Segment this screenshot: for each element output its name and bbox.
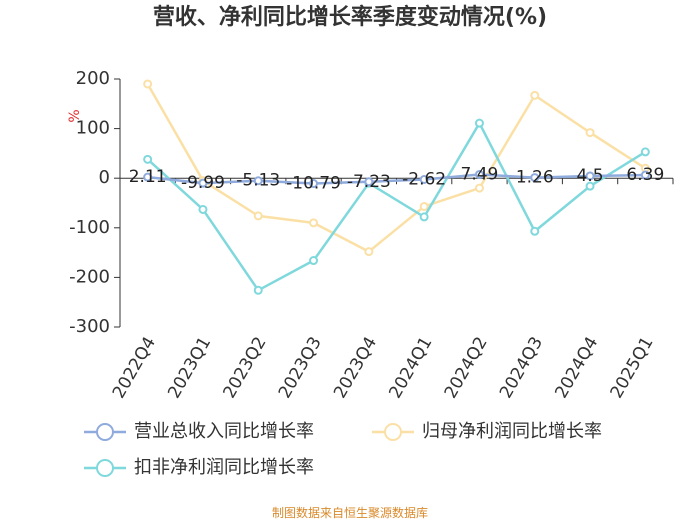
y-tick-label: -300: [69, 316, 110, 337]
legend-marker: [96, 459, 114, 477]
y-tick-label: 0: [99, 167, 110, 188]
x-tick-label: 2024Q2: [441, 334, 492, 402]
data-point: [419, 212, 429, 222]
data-label: -9.99: [181, 173, 225, 193]
data-label: 7.49: [461, 164, 499, 184]
data-point: [309, 179, 319, 189]
data-point: [143, 172, 153, 182]
legend-label: 营业总收入同比增长率: [134, 421, 314, 442]
data-label: -5.13: [236, 171, 280, 191]
y-tick-label: 100: [76, 118, 110, 139]
y-tick-label: -200: [69, 266, 110, 287]
series-line: [146, 120, 647, 292]
data-labels: 2.11 -9.99 -5.13 -10.79 -7.23 -2.62 7.49 1.26 4.…: [129, 164, 665, 193]
data-point: [585, 171, 595, 181]
data-point: [474, 118, 484, 128]
data-point: [585, 128, 595, 138]
data-point: [419, 201, 429, 211]
x-tick-label: 2023Q1: [164, 334, 215, 402]
y-tick-label: -100: [69, 217, 110, 238]
legend-marker: [384, 423, 402, 441]
legend-item: 归母净利润同比增长率: [372, 421, 602, 442]
data-point: [253, 285, 263, 295]
x-tick-label: 2024Q3: [496, 334, 547, 402]
y-axis-label: %: [67, 109, 83, 122]
source-note: 制图数据来自恒生聚源数据库: [271, 506, 428, 520]
x-tick-label: 2023Q2: [220, 334, 271, 402]
legend-item: 扣非净利润同比增长率: [84, 457, 314, 478]
data-point: [640, 147, 650, 157]
series-lines: [143, 79, 650, 295]
legend-label: 扣非净利润同比增长率: [134, 457, 314, 478]
data-point: [419, 174, 429, 184]
data-label: 1.26: [516, 168, 554, 188]
series-line: [146, 83, 647, 254]
x-tick-label: 2024Q1: [385, 334, 436, 402]
y-axis: 200 100 0 -100 -200 -300%: [67, 68, 121, 337]
data-point: [309, 218, 319, 228]
x-tick-label: 2023Q4: [330, 334, 381, 402]
data-point: [530, 173, 540, 183]
legend-label: 归母净利润同比增长率: [422, 421, 602, 442]
legend-item: 营业总收入同比增长率: [84, 421, 314, 442]
data-point: [474, 169, 484, 179]
data-point: [198, 178, 208, 188]
data-point: [474, 183, 484, 193]
data-point: [198, 204, 208, 214]
data-point: [143, 79, 153, 89]
data-point: [143, 154, 153, 164]
data-point: [530, 226, 540, 236]
data-label: -7.23: [347, 172, 391, 192]
data-point: [640, 170, 650, 180]
legend-marker: [96, 423, 114, 441]
data-label: 6.39: [626, 165, 664, 185]
data-point: [364, 247, 374, 257]
y-tick-label: 200: [76, 68, 110, 89]
data-point: [585, 181, 595, 191]
x-axis: 2022Q4 2023Q1 2023Q2 2023Q3 2023Q4 2024Q1 2024…: [109, 177, 674, 402]
x-tick-label: 2025Q1: [607, 334, 658, 402]
x-tick-label: 2023Q3: [275, 334, 326, 402]
data-point: [309, 256, 319, 266]
x-tick-label: 2022Q4: [109, 334, 160, 402]
data-point: [253, 176, 263, 186]
data-label: 2.11: [129, 167, 167, 187]
x-tick-label: 2024Q4: [551, 334, 602, 402]
data-label: -2.62: [402, 169, 446, 189]
data-label: 4.5: [577, 166, 604, 186]
chart-title: 营收、净利同比增长率季度变动情况(%): [152, 5, 548, 30]
data-point: [253, 211, 263, 221]
data-point: [364, 177, 374, 187]
data-point: [530, 90, 540, 100]
data-label: -10.79: [286, 174, 341, 194]
series-line: [147, 173, 646, 185]
